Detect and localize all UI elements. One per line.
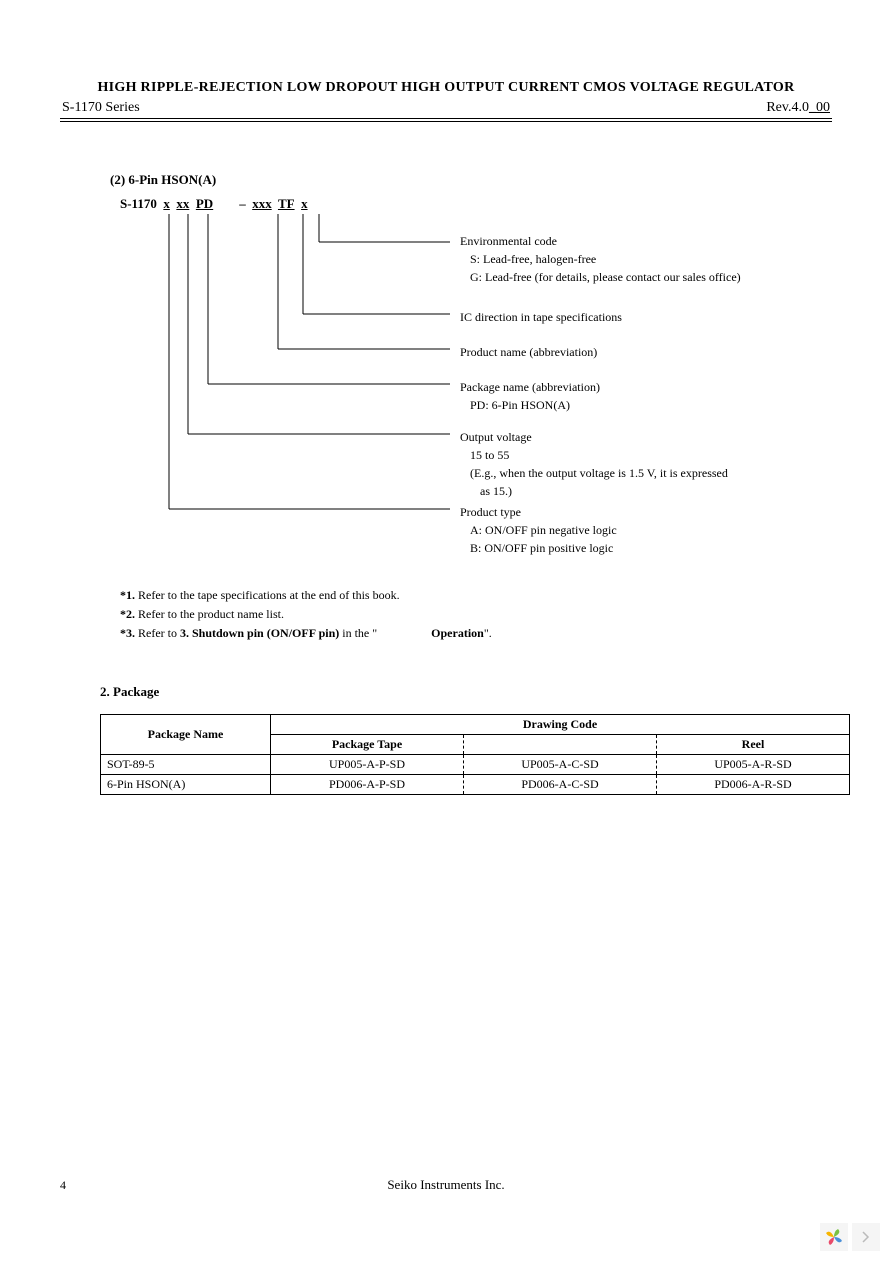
table-row: 6-Pin HSON(A) PD006-A-P-SD PD006-A-C-SD … bbox=[101, 774, 850, 794]
note-1: *1. Refer to the tape specifications at … bbox=[120, 586, 832, 605]
desc-pkg: Package name (abbreviation) PD: 6-Pin HS… bbox=[460, 378, 600, 414]
pc-icdir: TF bbox=[278, 196, 295, 211]
th-package-name: Package Name bbox=[101, 714, 271, 754]
package-table: Package Name Drawing Code Package Tape R… bbox=[100, 714, 850, 795]
desc-ptype: Product type A: ON/OFF pin negative logi… bbox=[460, 503, 617, 557]
footnotes: *1. Refer to the tape specifications at … bbox=[120, 586, 832, 644]
package-heading: 2. Package bbox=[100, 684, 832, 700]
pc-dash: – bbox=[239, 196, 246, 211]
nav-widget bbox=[820, 1223, 880, 1251]
desc-env: Environmental code S: Lead-free, halogen… bbox=[460, 232, 741, 286]
doc-title: HIGH RIPPLE-REJECTION LOW DROPOUT HIGH O… bbox=[60, 80, 832, 96]
th-blank bbox=[464, 734, 657, 754]
logo-button[interactable] bbox=[820, 1223, 848, 1251]
cell-pkg-name: 6-Pin HSON(A) bbox=[101, 774, 271, 794]
series-label: S-1170 Series bbox=[62, 100, 140, 116]
pc-prodname: xxx bbox=[252, 196, 272, 211]
cell-c1: PD006-A-P-SD bbox=[271, 774, 464, 794]
desc-prodname: Product name (abbreviation) bbox=[460, 343, 597, 361]
cell-c3: PD006-A-R-SD bbox=[657, 774, 850, 794]
cell-c2: UP005-A-C-SD bbox=[464, 754, 657, 774]
cell-c1: UP005-A-P-SD bbox=[271, 754, 464, 774]
partcode-diagram: S-1170 x xx PD – xxx TF x bbox=[100, 196, 832, 576]
next-page-button[interactable] bbox=[852, 1223, 880, 1251]
chevron-right-icon bbox=[861, 1231, 871, 1243]
rev-label: Rev.4.0_00 bbox=[766, 100, 830, 116]
desc-vout: Output voltage 15 to 55 (E.g., when the … bbox=[460, 428, 728, 500]
th-package-tape: Package Tape bbox=[271, 734, 464, 754]
pc-vout: xx bbox=[176, 196, 189, 211]
pc-prefix: S-1170 bbox=[120, 196, 157, 211]
cell-pkg-name: SOT-89-5 bbox=[101, 754, 271, 774]
section-item-label: (2) 6-Pin HSON(A) bbox=[110, 172, 832, 188]
page-container: HIGH RIPPLE-REJECTION LOW DROPOUT HIGH O… bbox=[0, 0, 892, 1263]
cell-c3: UP005-A-R-SD bbox=[657, 754, 850, 774]
pc-type: x bbox=[163, 196, 170, 211]
table-header-row-1: Package Name Drawing Code bbox=[101, 714, 850, 734]
note-3: *3. Refer to 3. Shutdown pin (ON/OFF pin… bbox=[120, 624, 832, 643]
cell-c2: PD006-A-C-SD bbox=[464, 774, 657, 794]
desc-icdir: IC direction in tape specifications bbox=[460, 308, 622, 326]
footer-company: Seiko Instruments Inc. bbox=[0, 1177, 892, 1193]
th-reel: Reel bbox=[657, 734, 850, 754]
flower-icon bbox=[824, 1227, 844, 1247]
header-rule bbox=[60, 118, 832, 122]
table-row: SOT-89-5 UP005-A-P-SD UP005-A-C-SD UP005… bbox=[101, 754, 850, 774]
pc-env: x bbox=[301, 196, 308, 211]
bracket-lines-svg bbox=[100, 214, 460, 574]
header-row: S-1170 Series Rev.4.0_00 bbox=[60, 100, 832, 116]
partcode-text: S-1170 x xx PD – xxx TF x bbox=[120, 196, 308, 212]
th-drawing-code: Drawing Code bbox=[271, 714, 850, 734]
pc-pkg: PD bbox=[196, 196, 213, 211]
note-2: *2. Refer to the product name list. bbox=[120, 605, 832, 624]
